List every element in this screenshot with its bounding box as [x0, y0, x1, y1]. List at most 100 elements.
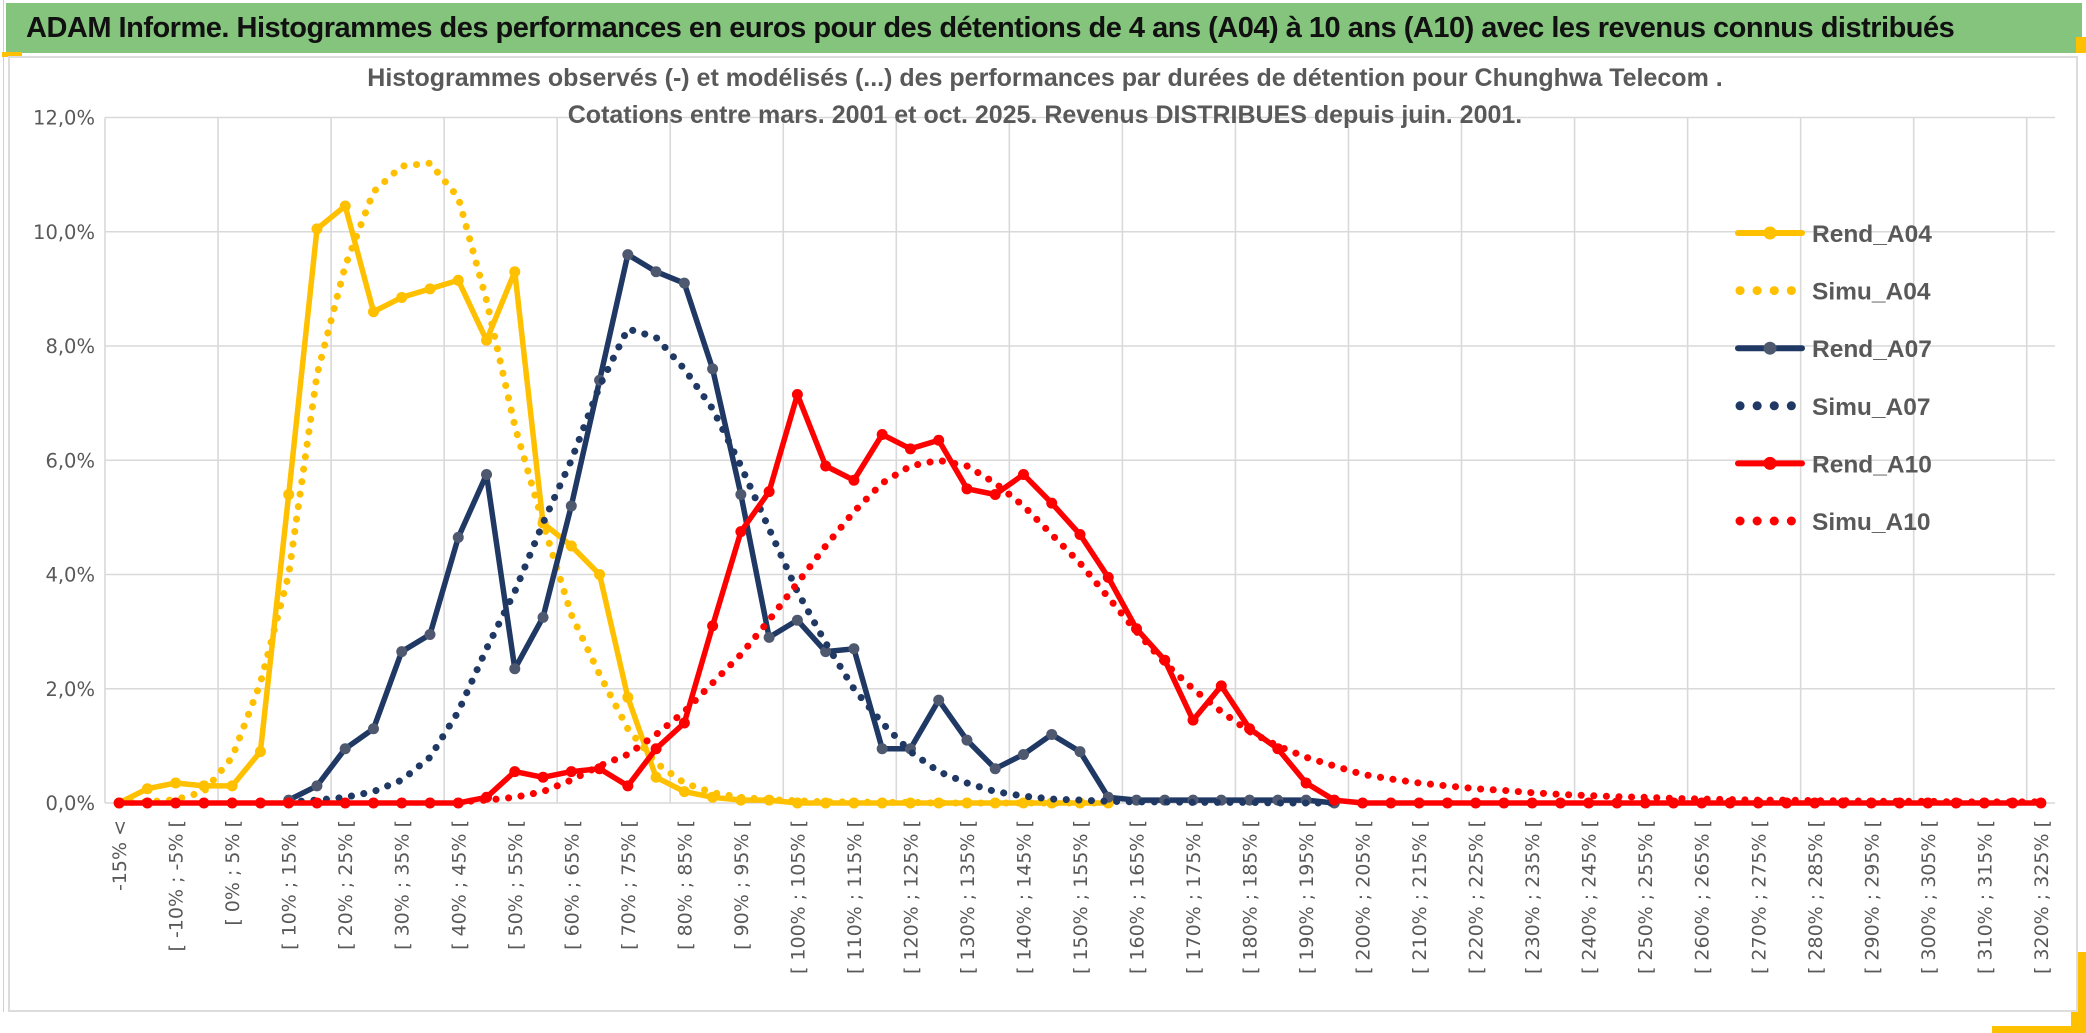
- gridlines: [104, 116, 2055, 804]
- data-point-Rend_A04: [622, 691, 634, 703]
- data-point-Rend_A04: [141, 783, 153, 795]
- data-point-Rend_A10: [1498, 797, 1510, 809]
- data-point-Rend_A10: [876, 429, 888, 441]
- data-point-Rend_A07: [1046, 728, 1058, 740]
- data-point-Rend_A07: [1074, 746, 1086, 758]
- data-point-Rend_A10: [424, 797, 436, 809]
- data-point-Rend_A07: [876, 743, 888, 755]
- x-tick-label: [ 320% ; 325% [: [2031, 820, 2053, 974]
- data-point-Rend_A10: [904, 443, 916, 455]
- data-point-Rend_A04: [565, 540, 577, 552]
- data-point-Rend_A10: [367, 797, 379, 809]
- sheet-gridline: [3, 0, 4, 1012]
- x-tick-label: [ 310% ; 315% [: [1974, 820, 1996, 974]
- workbook-title: ADAM Informe. Histogrammes des performan…: [26, 11, 1955, 44]
- data-point-Rend_A07: [622, 249, 634, 261]
- data-point-Rend_A04: [283, 489, 295, 501]
- series-Simu_A04: [115, 159, 1112, 807]
- x-tick-label: [ 120% ; 125% [: [900, 820, 922, 974]
- legend-label: Simu_A10: [1812, 509, 1930, 536]
- data-point-Rend_A07: [452, 531, 464, 543]
- legend-marker-sample: [1763, 456, 1777, 470]
- data-point-Rend_A07: [791, 614, 803, 626]
- x-tick-label: [ 40% ; 45% [: [448, 820, 470, 950]
- data-point-Rend_A10: [961, 483, 973, 495]
- data-point-Rend_A07: [707, 363, 719, 375]
- data-point-Rend_A10: [537, 771, 549, 783]
- data-point-Rend_A07: [989, 763, 1001, 775]
- legend: Rend_A04 Simu_A04 Rend_A07 Simu_A07 Rend_A10…: [1735, 221, 1932, 536]
- data-point-Rend_A07: [820, 646, 832, 658]
- series-Rend_A10: [113, 389, 2047, 809]
- x-tick-label: [ 20% ; 25% [: [335, 820, 357, 950]
- data-point-Rend_A10: [848, 474, 860, 486]
- x-tick-label: [ 70% ; 75% [: [618, 820, 640, 950]
- data-point-Rend_A10: [820, 460, 832, 472]
- x-tick-label: [ 180% ; 185% [: [1240, 820, 1262, 974]
- data-point-Rend_A07: [1017, 748, 1029, 760]
- x-tick-label: [ 150% ; 155% [: [1070, 820, 1092, 974]
- legend-item-Rend_A04[interactable]: Rend_A04: [1735, 221, 1932, 248]
- x-tick-label: [ 100% ; 105% [: [787, 820, 809, 974]
- legend-item-Rend_A07[interactable]: Rend_A07: [1735, 336, 1932, 363]
- data-point-Rend_A07: [650, 266, 662, 278]
- series-line-Rend_A10: [116, 391, 2044, 806]
- x-tick-label: [ 60% ; 65% [: [561, 820, 583, 950]
- data-point-Rend_A10: [1102, 571, 1114, 583]
- data-point-Rend_A10: [989, 489, 1001, 501]
- x-tick-label: [ 290% ; 295% [: [1861, 820, 1883, 974]
- data-point-Rend_A04: [311, 223, 323, 235]
- x-tick-label: [ 140% ; 145% [: [1013, 820, 1035, 974]
- data-point-Rend_A10: [1300, 777, 1312, 789]
- gold-accent-top-left: [2, 52, 22, 57]
- series-line-Simu_A10: [454, 456, 2045, 806]
- x-tick-label: [ 280% ; 285% [: [1805, 820, 1827, 974]
- series-line-Rend_A07: [285, 251, 1338, 806]
- data-point-Rend_A10: [1046, 497, 1058, 509]
- series-Simu_A10: [454, 456, 2045, 806]
- data-point-Rend_A07: [565, 500, 577, 512]
- series-line-Rend_A04: [116, 203, 1112, 806]
- data-point-Rend_A10: [622, 780, 634, 792]
- workbook-header-bar: ADAM Informe. Histogrammes des performan…: [6, 3, 2082, 53]
- x-tick-label: [ 110% ; 115% [: [844, 820, 866, 974]
- data-point-Rend_A07: [848, 643, 860, 655]
- data-point-Rend_A10: [1441, 797, 1453, 809]
- x-tick-label: [ -10% ; -5% [: [166, 820, 188, 951]
- series-line-Simu_A07: [285, 325, 1338, 807]
- x-tick-label: [ 170% ; 175% [: [1183, 820, 1205, 974]
- chart-canvas[interactable]: [8, 56, 2078, 1012]
- data-point-Rend_A10: [1017, 469, 1029, 481]
- data-point-Rend_A07: [961, 734, 973, 746]
- series-Simu_A07: [285, 325, 1338, 807]
- x-tick-label: [ 160% ; 165% [: [1127, 820, 1149, 974]
- legend-item-Simu_A10[interactable]: Simu_A10: [1735, 509, 1930, 536]
- data-point-Rend_A10: [791, 389, 803, 401]
- series-Rend_A07: [283, 249, 1340, 809]
- data-point-Rend_A10: [226, 797, 238, 809]
- y-axis-labels: 0,0% 2,0% 4,0% 6,0% 8,0% 10,0% 12,0%: [33, 107, 95, 816]
- data-point-Rend_A10: [113, 797, 125, 809]
- series-Rend_A04: [113, 200, 1114, 809]
- legend-label: Rend_A07: [1812, 336, 1932, 363]
- x-tick-label: [ 270% ; 275% [: [1748, 820, 1770, 974]
- data-point-Rend_A04: [594, 569, 606, 580]
- data-point-Rend_A10: [2035, 797, 2047, 809]
- legend-label: Simu_A07: [1812, 394, 1930, 421]
- x-tick-label: [ 0% ; 5% [: [222, 820, 244, 926]
- legend-item-Simu_A04[interactable]: Simu_A04: [1735, 279, 1931, 306]
- x-tick-label: [ 240% ; 245% [: [1579, 820, 1601, 974]
- data-point-Rend_A10: [1215, 680, 1227, 692]
- x-tick-label: [ 10% ; 15% [: [279, 820, 301, 950]
- x-tick-label: -15% <: [109, 820, 131, 891]
- legend-item-Simu_A07[interactable]: Simu_A07: [1735, 394, 1930, 421]
- data-point-Rend_A10: [254, 797, 266, 809]
- data-point-Rend_A10: [735, 526, 747, 538]
- data-point-Rend_A10: [396, 797, 408, 809]
- legend-item-Rend_A10[interactable]: Rend_A10: [1735, 451, 1932, 478]
- data-point-Rend_A10: [1328, 794, 1340, 806]
- x-tick-label: [ 220% ; 225% [: [1466, 820, 1488, 974]
- data-point-Rend_A10: [707, 620, 719, 632]
- data-point-Rend_A04: [678, 786, 690, 798]
